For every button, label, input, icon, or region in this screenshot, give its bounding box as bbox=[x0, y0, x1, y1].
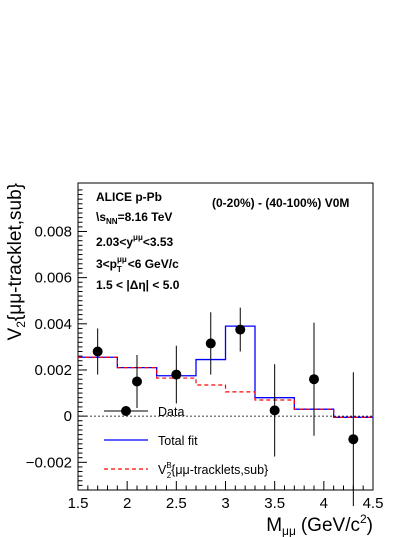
pt-sub: T bbox=[117, 265, 122, 274]
legend-data-marker bbox=[121, 406, 131, 416]
x-axis-title-sub: μμ bbox=[282, 524, 296, 537]
centrality-label: (0-20%) - (40-100%) V0M bbox=[212, 196, 349, 210]
eta-label: 1.5 < |Δη| < 5.0 bbox=[96, 278, 180, 292]
y-tick-label: 0.006 bbox=[34, 270, 72, 287]
energy-rest: =8.16 TeV bbox=[118, 210, 173, 224]
y-tick-label: −0.002 bbox=[26, 454, 72, 471]
x-tick-label: 2.5 bbox=[166, 495, 187, 512]
data-point bbox=[235, 324, 246, 335]
x-axis-title-unit-sup: 2 bbox=[360, 512, 367, 526]
x-axis-title: Mμμ (GeV/c2) bbox=[266, 512, 373, 537]
x-axis-title-unit-end: ) bbox=[367, 515, 373, 536]
data-point bbox=[92, 346, 103, 357]
y-axis-title-rest: {μμ-tracklet,sub} bbox=[5, 183, 26, 321]
y-axis-title-sub: 2 bbox=[14, 321, 28, 328]
data-point bbox=[269, 405, 280, 416]
pt-pre: 3<p bbox=[96, 257, 117, 271]
legend-bkg-main: V bbox=[158, 463, 167, 477]
pt-post: <6 GeV/c bbox=[128, 257, 179, 271]
legend-fit-label: Total fit bbox=[158, 434, 198, 448]
x-tick-label: 2 bbox=[123, 495, 131, 512]
rapidity-label: 2.03<yμμ<3.53 bbox=[96, 233, 174, 249]
y-axis-title: V2{μμ-tracklet,sub} bbox=[5, 183, 28, 340]
y-tick-label: 0.004 bbox=[34, 316, 72, 333]
y-axis-title-main: V bbox=[5, 327, 26, 340]
annotation-block: ALICE p-Pb \sNN=8.16 TeV 2.03<yμμ<3.53 3… bbox=[96, 190, 349, 292]
data-point bbox=[309, 374, 319, 385]
data-point bbox=[205, 338, 216, 349]
pt-sup: μμ bbox=[117, 255, 127, 264]
legend-bkg-sub: 2 bbox=[167, 471, 172, 480]
axis-ticks: 1.5 2 2.5 3 3.5 4 4.5 −0.002 0 0.002 0.004 0.006 0.0… bbox=[26, 189, 384, 512]
x-tick-label: 4 bbox=[320, 495, 328, 512]
x-tick-label: 4.5 bbox=[363, 495, 384, 512]
legend-bkg-sup: B bbox=[166, 461, 171, 470]
energy-nn: NN bbox=[106, 217, 118, 226]
data-point bbox=[171, 369, 182, 380]
energy-s: s bbox=[99, 210, 106, 224]
legend-bkg-rest: {μμ-tracklets,sub} bbox=[171, 463, 268, 477]
rapidity-post: <3.53 bbox=[143, 235, 174, 249]
x-tick-label: 1.5 bbox=[68, 495, 89, 512]
series-layer bbox=[78, 307, 373, 507]
y-tick-label: 0.002 bbox=[34, 362, 72, 379]
experiment-label: ALICE p-Pb bbox=[96, 190, 162, 204]
energy-label: \sNN=8.16 TeV bbox=[96, 210, 172, 226]
x-tick-label: 3 bbox=[221, 495, 229, 512]
rapidity-sup: μμ bbox=[133, 233, 143, 242]
pt-label: 3<pμμ T <6 GeV/c bbox=[96, 255, 179, 274]
legend-bkg-label: VB 2{μμ-tracklets,sub} bbox=[158, 461, 268, 480]
legend-data-label: Data bbox=[158, 405, 184, 419]
rapidity-pre: 2.03<y bbox=[96, 235, 133, 249]
data-point bbox=[132, 376, 142, 387]
y-tick-label: 0 bbox=[64, 408, 72, 425]
x-axis-title-unit: (GeV/c bbox=[301, 515, 360, 536]
energy-sqrt: \ bbox=[96, 210, 100, 224]
x-axis-title-main: M bbox=[266, 515, 282, 536]
x-tick-label: 3.5 bbox=[264, 495, 285, 512]
data-point bbox=[348, 434, 359, 445]
legend: Data Total fit VB 2{μμ-tracklets,sub} bbox=[104, 405, 268, 480]
y-tick-label: 0.008 bbox=[34, 223, 72, 240]
